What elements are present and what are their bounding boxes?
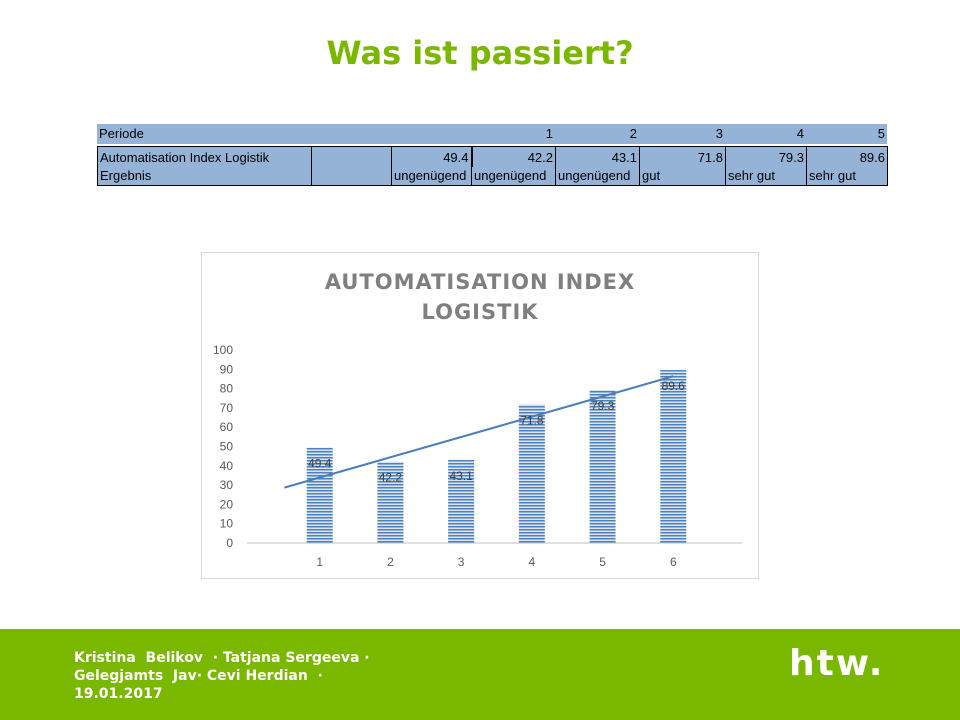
data-label: 43.1	[449, 469, 473, 483]
y-tick-label: 10	[220, 517, 234, 531]
footer-line: Kristina Belikov · Tatjana Sergeeva ·	[74, 650, 370, 666]
periode-cell: 4	[725, 124, 807, 146]
table-row-ergebnis: Ergebnis ungenügend ungenügend ungenügen…	[97, 167, 888, 186]
y-tick-label: 30	[220, 478, 234, 492]
data-label: 89.6	[662, 379, 686, 393]
index-cell: 89.6	[806, 146, 888, 167]
x-tick-label: 4	[529, 555, 536, 569]
periode-cell: 3	[639, 124, 726, 146]
y-tick-label: 80	[220, 382, 234, 396]
bar	[448, 459, 475, 543]
data-label: 71.8	[520, 413, 544, 427]
bar	[377, 461, 404, 543]
ergebnis-cell: ungenügend	[471, 167, 556, 186]
footer-line: 19.01.2017	[74, 686, 163, 702]
x-tick-label: 1	[316, 555, 323, 569]
data-label: 42.2	[379, 471, 403, 485]
ergebnis-cell: sehr gut	[806, 167, 888, 186]
y-tick-label: 100	[213, 343, 233, 357]
empty-cell	[311, 146, 392, 167]
bar	[518, 404, 545, 543]
chart-title-line: AUTOMATISATION INDEX	[324, 270, 636, 294]
data-table: Periode 1 2 3 4 5	[97, 124, 888, 146]
table-row-index: Automatisation Index Logistik 49.4 42.2 …	[97, 146, 888, 167]
y-tick-label: 20	[220, 497, 234, 511]
x-tick-label: 5	[599, 555, 606, 569]
x-tick-label: 3	[458, 555, 465, 569]
chart-title: AUTOMATISATION INDEX LOGISTIK	[202, 267, 758, 327]
index-cell: 49.4	[391, 146, 472, 167]
data-table-results: Automatisation Index Logistik 49.4 42.2 …	[97, 146, 888, 186]
periode-cell: 2	[555, 124, 640, 146]
y-tick-label: 90	[220, 362, 234, 376]
row-label-periode: Periode	[97, 124, 472, 146]
chart-frame: AUTOMATISATION INDEX LOGISTIK 0 10 20 30 40 5…	[201, 252, 759, 579]
periode-cell: 1	[471, 124, 556, 146]
empty-cell	[311, 167, 392, 186]
ergebnis-cell: ungenügend	[555, 167, 640, 186]
page-title: Was ist passiert?	[326, 34, 634, 72]
data-label: 79.3	[591, 399, 615, 413]
htw-logo: htw.	[789, 643, 885, 684]
x-tick-label: 6	[670, 555, 677, 569]
bar-chart: 0 10 20 30 40 50 60 70 80 90 100 1 2 3 4 5 6 49.4 42.2 43.1…	[213, 343, 742, 569]
table-row-periode: Periode 1 2 3 4 5	[97, 124, 888, 146]
x-tick-label: 2	[387, 555, 394, 569]
row-label-index: Automatisation Index Logistik	[97, 146, 312, 167]
y-tick-label: 50	[220, 440, 234, 454]
ergebnis-cell: gut	[639, 167, 726, 186]
ergebnis-cell: ungenügend	[391, 167, 472, 186]
chart-title-line: LOGISTIK	[421, 300, 539, 324]
ergebnis-cell: sehr gut	[725, 167, 807, 186]
footer-authors: Kristina Belikov · Tatjana Sergeeva · Ge…	[74, 649, 414, 703]
footer-bar: Kristina Belikov · Tatjana Sergeeva · Ge…	[0, 629, 960, 720]
index-cell: 71.8	[639, 146, 726, 167]
bar	[660, 370, 687, 543]
bar	[589, 389, 616, 543]
footer-line: Gelegjamts Jav· Cevi Herdian ·	[74, 668, 323, 684]
index-cell: 42.2	[470, 146, 556, 167]
data-label: 49.4	[308, 457, 332, 471]
y-tick-label: 40	[220, 459, 234, 473]
bar	[306, 447, 333, 543]
trendline	[284, 375, 674, 489]
periode-cell: 5	[806, 124, 888, 146]
index-cell: 79.3	[725, 146, 807, 167]
y-tick-label: 60	[220, 420, 234, 434]
row-label-ergebnis: Ergebnis	[97, 167, 312, 186]
y-tick-label: 0	[226, 536, 233, 550]
y-tick-label: 70	[220, 401, 234, 415]
index-cell: 43.1	[555, 146, 640, 167]
